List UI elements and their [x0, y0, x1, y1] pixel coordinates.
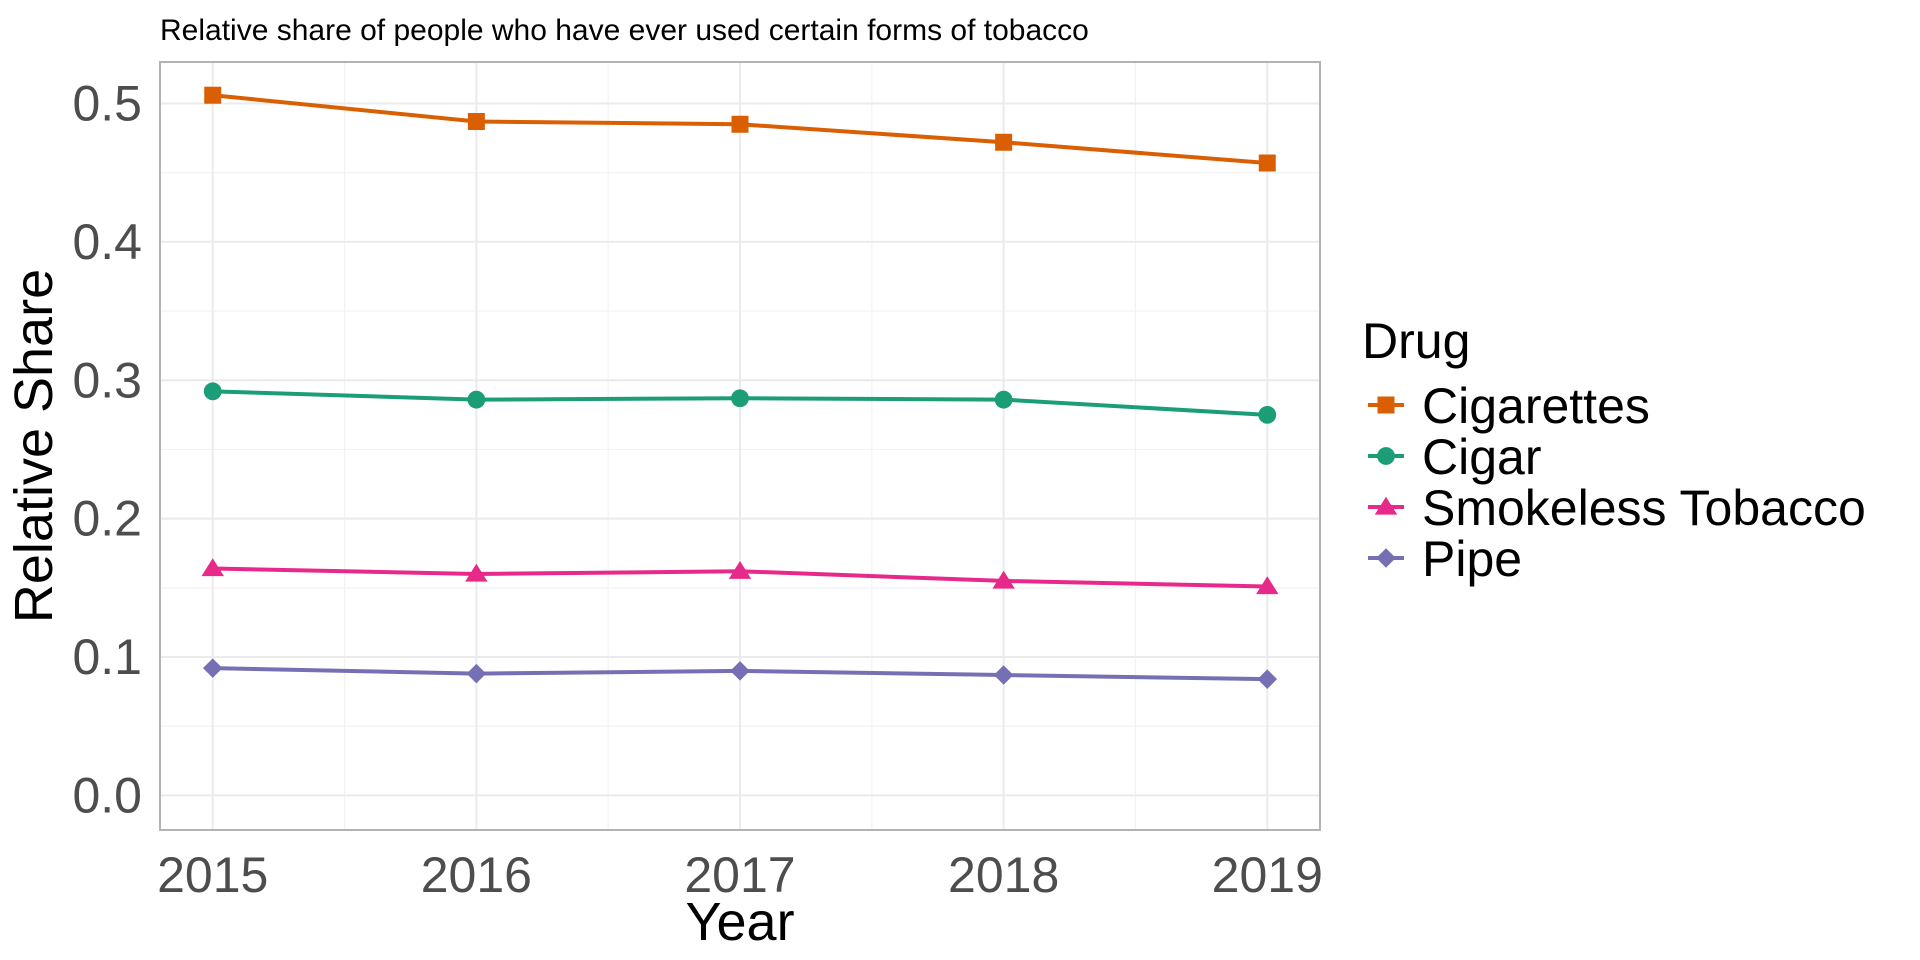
data-point	[992, 570, 1015, 589]
data-point	[994, 390, 1013, 409]
legend-key-marker	[1377, 447, 1395, 465]
data-point	[1257, 669, 1278, 689]
y-tick-label: 0.5	[72, 76, 142, 132]
y-tick-label: 0.2	[72, 491, 142, 547]
x-tick-label: 2015	[157, 847, 268, 903]
data-point	[995, 133, 1013, 151]
series-smokeless-tobacco	[201, 558, 1279, 595]
data-point	[1258, 154, 1276, 172]
legend-item: Pipe	[1368, 531, 1522, 587]
data-point	[465, 563, 488, 582]
series-layer	[201, 86, 1279, 689]
y-tick-label: 0.4	[72, 214, 142, 270]
data-point	[730, 661, 750, 681]
x-tick-label: 2019	[1212, 847, 1323, 903]
legend-label: Cigar	[1422, 429, 1541, 485]
y-axis: 0.0 0.1 0.2 0.3 0.4 0.5	[72, 76, 142, 824]
y-axis-title: Relative Share	[4, 269, 64, 623]
series-cigar	[203, 382, 1277, 424]
legend-item: Cigarettes	[1368, 378, 1650, 434]
legend-label: Pipe	[1422, 531, 1522, 587]
y-tick-label: 0.1	[72, 629, 142, 685]
y-tick-label: 0.0	[72, 767, 142, 823]
data-point	[467, 113, 485, 131]
legend-label: Smokeless Tobacco	[1422, 480, 1866, 536]
x-tick-label: 2018	[948, 847, 1059, 903]
y-tick-label: 0.3	[72, 352, 142, 408]
x-tick-label: 2016	[421, 847, 532, 903]
data-point	[204, 86, 222, 104]
data-point	[1258, 405, 1277, 424]
legend-key-marker	[1376, 548, 1396, 568]
legend-item: Cigar	[1368, 429, 1541, 485]
x-axis-title: Year	[685, 892, 794, 952]
series-pipe	[202, 658, 1278, 689]
legend-key-marker	[1377, 396, 1395, 414]
series-cigarettes	[204, 86, 1276, 172]
data-point	[993, 665, 1014, 685]
data-point	[1256, 576, 1279, 595]
data-point	[201, 558, 224, 577]
data-point	[728, 561, 752, 579]
grid-major	[160, 62, 1320, 830]
data-point	[731, 389, 749, 408]
data-point	[203, 382, 222, 401]
legend-label: Cigarettes	[1422, 378, 1650, 434]
chart-title: Relative share of people who have ever u…	[160, 14, 1089, 47]
x-tick-label: 2017	[684, 847, 795, 903]
legend-title: Drug	[1362, 313, 1470, 369]
data-point	[202, 658, 223, 678]
data-point	[731, 115, 749, 133]
data-point	[466, 663, 487, 684]
legend-item: Smokeless Tobacco	[1368, 480, 1866, 536]
legend-key-marker	[1374, 496, 1398, 515]
plot-border	[159, 61, 1321, 831]
x-axis: 2015 2016 2017 2018 2019	[157, 847, 1323, 903]
data-point	[467, 390, 486, 409]
